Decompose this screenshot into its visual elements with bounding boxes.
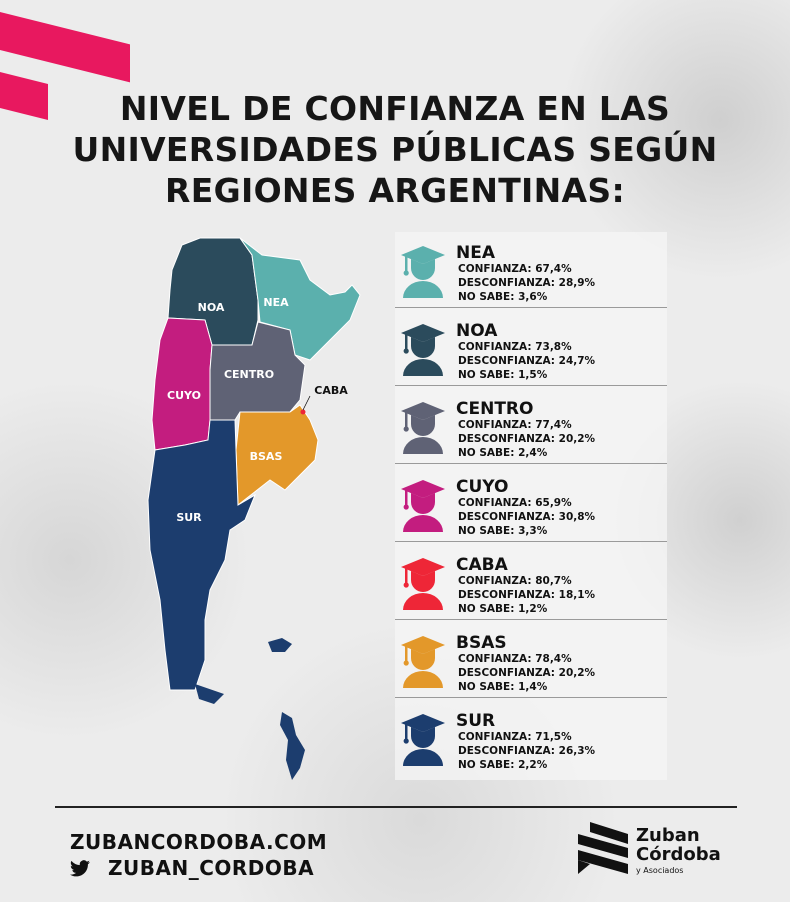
graduate-icon xyxy=(401,324,445,376)
page-title: NIVEL DE CONFIANZA EN LAS UNIVERSIDADES … xyxy=(0,88,790,211)
region-name: CENTRO xyxy=(456,399,534,419)
logo-text: Córdoba xyxy=(636,844,721,865)
region-cuyo xyxy=(151,317,213,451)
no-sabe-value: NO SABE: 1,4% xyxy=(458,681,548,693)
graduate-icon xyxy=(401,402,445,454)
graduate-icon xyxy=(401,558,445,610)
graduate-icon xyxy=(401,636,445,688)
logo-mark-icon xyxy=(578,822,628,874)
region-row-centro: CENTRO CONFIANZA: 77,4% DESCONFIANZA: 20… xyxy=(395,388,667,464)
title-line: NIVEL DE CONFIANZA EN LAS xyxy=(119,89,671,128)
region-row-noa: NOA CONFIANZA: 73,8% DESCONFIANZA: 24,7%… xyxy=(395,310,667,386)
region-row-cuyo: CUYO CONFIANZA: 65,9% DESCONFIANZA: 30,8… xyxy=(395,466,667,542)
caba-pointer xyxy=(302,395,311,411)
region-nea xyxy=(239,237,361,361)
decor-stripe-1 xyxy=(0,12,130,83)
region-name: BSAS xyxy=(456,633,507,653)
desconfianza-value: DESCONFIANZA: 20,2% xyxy=(458,667,596,679)
desconfianza-value: DESCONFIANZA: 18,1% xyxy=(458,589,596,601)
malvinas-islands xyxy=(268,638,292,652)
tierra-del-fuego xyxy=(195,684,224,704)
confianza-value: CONFIANZA: 65,9% xyxy=(458,497,572,509)
logo-text: Zuban xyxy=(636,825,700,846)
no-sabe-value: NO SABE: 1,5% xyxy=(458,369,548,381)
title-line: UNIVERSIDADES PÚBLICAS SEGÚN xyxy=(72,130,718,169)
footer-divider xyxy=(55,806,737,808)
argentina-map: NOA NEA CUYO CENTRO BSAS SUR CABA xyxy=(147,237,361,780)
region-row-nea: NEA CONFIANZA: 67,4% DESCONFIANZA: 28,9%… xyxy=(395,232,667,308)
no-sabe-value: NO SABE: 2,2% xyxy=(458,759,548,771)
no-sabe-value: NO SABE: 2,4% xyxy=(458,447,548,459)
region-row-bsas: BSAS CONFIANZA: 78,4% DESCONFIANZA: 20,2… xyxy=(395,622,667,698)
map-label-sur: SUR xyxy=(176,511,202,524)
desconfianza-value: DESCONFIANZA: 30,8% xyxy=(458,511,596,523)
map-label-caba: CABA xyxy=(314,384,348,397)
region-row-sur: SUR CONFIANZA: 71,5% DESCONFIANZA: 26,3%… xyxy=(395,700,667,776)
logo-subtext: y Asociados xyxy=(636,866,684,875)
map-label-cuyo: CUYO xyxy=(167,389,201,402)
map-label-centro: CENTRO xyxy=(224,368,274,381)
confianza-value: CONFIANZA: 73,8% xyxy=(458,341,572,353)
region-name: NOA xyxy=(456,321,498,341)
caba-marker xyxy=(300,409,306,415)
desconfianza-value: DESCONFIANZA: 26,3% xyxy=(458,745,596,757)
desconfianza-value: DESCONFIANZA: 24,7% xyxy=(458,355,596,367)
twitter-handle-text: ZUBAN_CORDOBA xyxy=(108,856,315,880)
region-name: CUYO xyxy=(456,477,509,497)
confianza-value: CONFIANZA: 71,5% xyxy=(458,731,572,743)
no-sabe-value: NO SABE: 3,6% xyxy=(458,291,548,303)
regions-list: NEA CONFIANZA: 67,4% DESCONFIANZA: 28,9%… xyxy=(395,232,667,780)
twitter-handle[interactable]: ZUBAN_CORDOBA xyxy=(70,856,314,880)
map-label-noa: NOA xyxy=(198,301,225,314)
region-row-caba: CABA CONFIANZA: 80,7% DESCONFIANZA: 18,1… xyxy=(395,544,667,620)
map-label-nea: NEA xyxy=(263,296,289,309)
twitter-icon xyxy=(70,860,90,877)
region-name: NEA xyxy=(456,243,495,263)
desconfianza-value: DESCONFIANZA: 28,9% xyxy=(458,277,596,289)
desconfianza-value: DESCONFIANZA: 20,2% xyxy=(458,433,596,445)
confianza-value: CONFIANZA: 80,7% xyxy=(458,575,572,587)
region-name: CABA xyxy=(456,555,508,575)
region-name: SUR xyxy=(456,711,496,731)
title-line: REGIONES ARGENTINAS: xyxy=(165,171,625,210)
no-sabe-value: NO SABE: 1,2% xyxy=(458,603,548,615)
antarctic-islands xyxy=(280,712,305,780)
map-label-bsas: BSAS xyxy=(250,450,283,463)
confianza-value: CONFIANZA: 78,4% xyxy=(458,653,572,665)
zuban-cordoba-logo: Zuban Córdoba y Asociados xyxy=(578,822,738,882)
graduate-icon xyxy=(401,714,445,766)
confianza-value: CONFIANZA: 67,4% xyxy=(458,263,572,275)
no-sabe-value: NO SABE: 3,3% xyxy=(458,525,548,537)
region-sur xyxy=(147,419,257,691)
graduate-icon xyxy=(401,246,445,298)
confianza-value: CONFIANZA: 77,4% xyxy=(458,419,572,431)
graduate-icon xyxy=(401,480,445,532)
website-link[interactable]: ZUBANCORDOBA.COM xyxy=(70,830,328,854)
